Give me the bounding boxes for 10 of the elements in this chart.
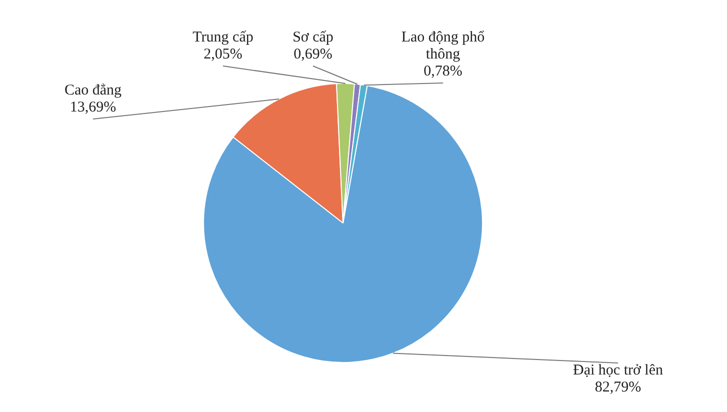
slice-label: Sơ cấp xyxy=(292,29,334,46)
slice-label: Trung cấp xyxy=(192,29,254,46)
data-label: 0,69% xyxy=(294,46,332,62)
slice-label: Đại học trở lên xyxy=(573,362,664,378)
slice-label: Cao đẳng xyxy=(64,82,122,98)
data-label: 0,78% xyxy=(424,63,462,80)
data-label: 82,79% xyxy=(594,379,642,396)
data-label: 13,69% xyxy=(70,99,116,116)
slice-label: Lao động phổ thông xyxy=(401,29,485,62)
data-label: 2,05% xyxy=(204,46,242,62)
